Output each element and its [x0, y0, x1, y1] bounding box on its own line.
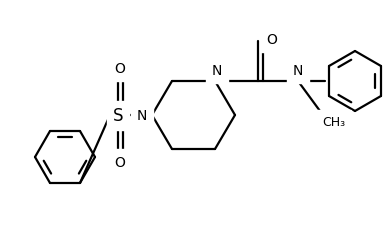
Text: N: N [293, 64, 303, 78]
Text: S: S [113, 106, 123, 124]
Text: O: O [115, 155, 126, 169]
Text: N: N [136, 109, 147, 122]
Text: O: O [115, 62, 126, 76]
Text: CH₃: CH₃ [322, 116, 345, 128]
Text: O: O [266, 33, 277, 47]
Text: N: N [212, 64, 222, 78]
